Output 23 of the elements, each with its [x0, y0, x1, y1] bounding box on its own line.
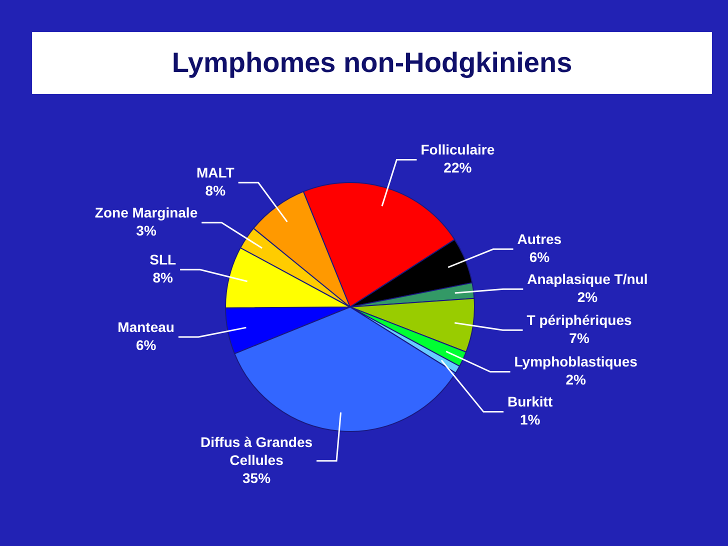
chart-title: Lymphomes non-Hodgkiniens [172, 47, 572, 79]
data-label: 1% [520, 412, 541, 428]
data-label: 6% [529, 248, 550, 265]
data-label: 22% [444, 160, 472, 176]
slice-label: T périphériques [526, 312, 632, 328]
data-label: 35% [242, 470, 272, 486]
data-label: 3% [136, 222, 157, 239]
data-label: 7% [569, 330, 590, 346]
slice-label: Lymphoblastiques [514, 354, 638, 370]
data-label: 6% [136, 336, 157, 353]
slice-label: Anaplasique T/nul [527, 270, 648, 287]
slice-label: Burkitt [508, 394, 553, 410]
slice-label: MALT [196, 164, 235, 181]
data-label: 2% [566, 372, 586, 388]
data-label: 2% [577, 288, 598, 305]
slice-label: Folliculaire [420, 142, 495, 158]
slice-label: Autres [517, 230, 562, 247]
slice-label: Zone Marginale [94, 204, 198, 221]
slice-label: Manteau [118, 318, 174, 335]
slice-label: SLL [150, 251, 177, 268]
data-label: 8% [205, 182, 226, 199]
data-label: 8% [152, 269, 174, 286]
slice-label: Diffus à Grandes Cellules [200, 434, 313, 468]
